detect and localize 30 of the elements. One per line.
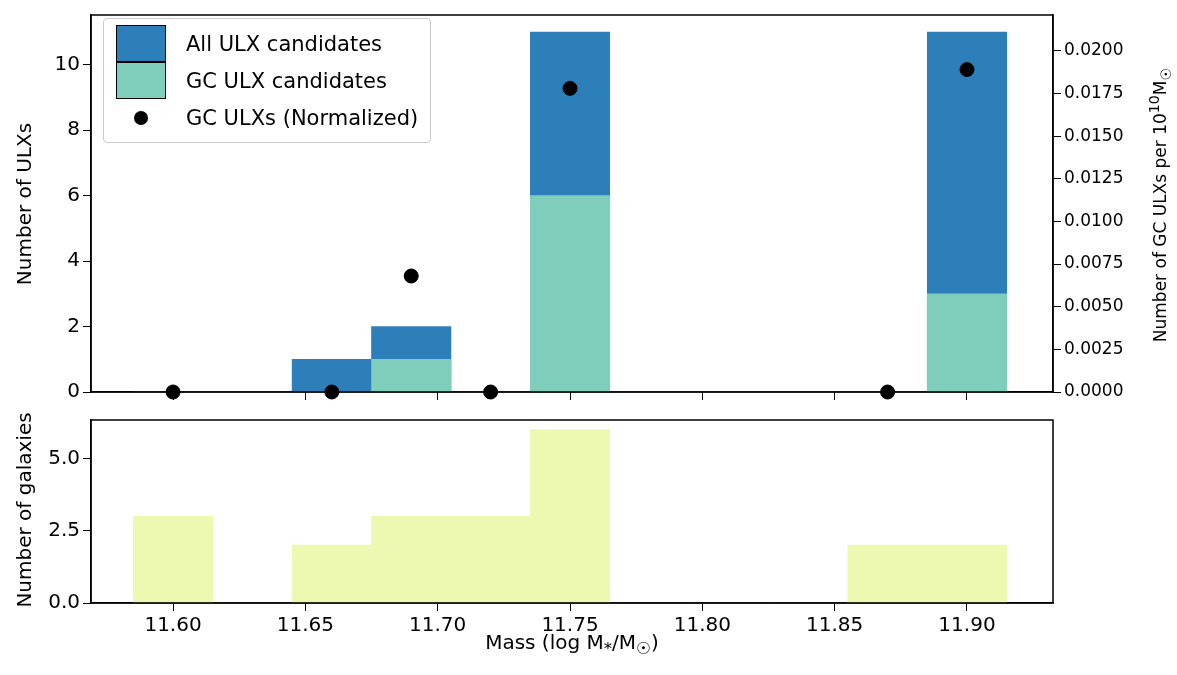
x-tick-label: 11.65 xyxy=(276,612,334,637)
y2-tick-label: 0.0100 xyxy=(1064,209,1124,230)
y2-tick-label: 0.0200 xyxy=(1064,39,1124,60)
y-tick-label: 0 xyxy=(67,378,80,403)
y-tick-label: 2 xyxy=(67,312,80,337)
y-tick-label: 2.5 xyxy=(48,516,80,541)
x-tick-label: 11.90 xyxy=(938,612,996,637)
y-tick-label: 4 xyxy=(67,247,80,272)
y-tick-label: 0.0 xyxy=(48,589,80,614)
y-tick-label: 10 xyxy=(54,50,80,75)
x-tick-label: 11.85 xyxy=(806,612,864,637)
y-axis-title: Number of ULXs xyxy=(12,122,36,285)
y2-tick-label: 0.0125 xyxy=(1064,167,1124,188)
x-tick-label: 11.60 xyxy=(144,612,202,637)
x-axis-title: Mass (log M$_{*}$/M$_{☉}$) xyxy=(485,630,659,658)
y-tick-label: 8 xyxy=(67,116,80,141)
legend-label: GC ULX candidates xyxy=(186,68,387,93)
y-tick-label: 6 xyxy=(67,181,80,206)
x-tick-label: 11.80 xyxy=(673,612,731,637)
y2-tick-label: 0.0150 xyxy=(1064,124,1124,145)
legend-label: GC ULXs (Normalized) xyxy=(186,105,419,130)
y2-tick-label: 0.0075 xyxy=(1064,252,1124,273)
legend-label: All ULX candidates xyxy=(186,31,383,56)
y2-tick-label: 0.0025 xyxy=(1064,337,1124,358)
x-tick-label: 11.70 xyxy=(409,612,467,637)
y-tick-label: 5.0 xyxy=(48,444,80,469)
y2-tick-label: 0.0175 xyxy=(1064,81,1124,102)
y2-tick-label: 0.0000 xyxy=(1064,380,1124,401)
y2-tick-label: 0.0050 xyxy=(1064,295,1124,316)
y-axis-title: Number of galaxies xyxy=(12,412,36,608)
